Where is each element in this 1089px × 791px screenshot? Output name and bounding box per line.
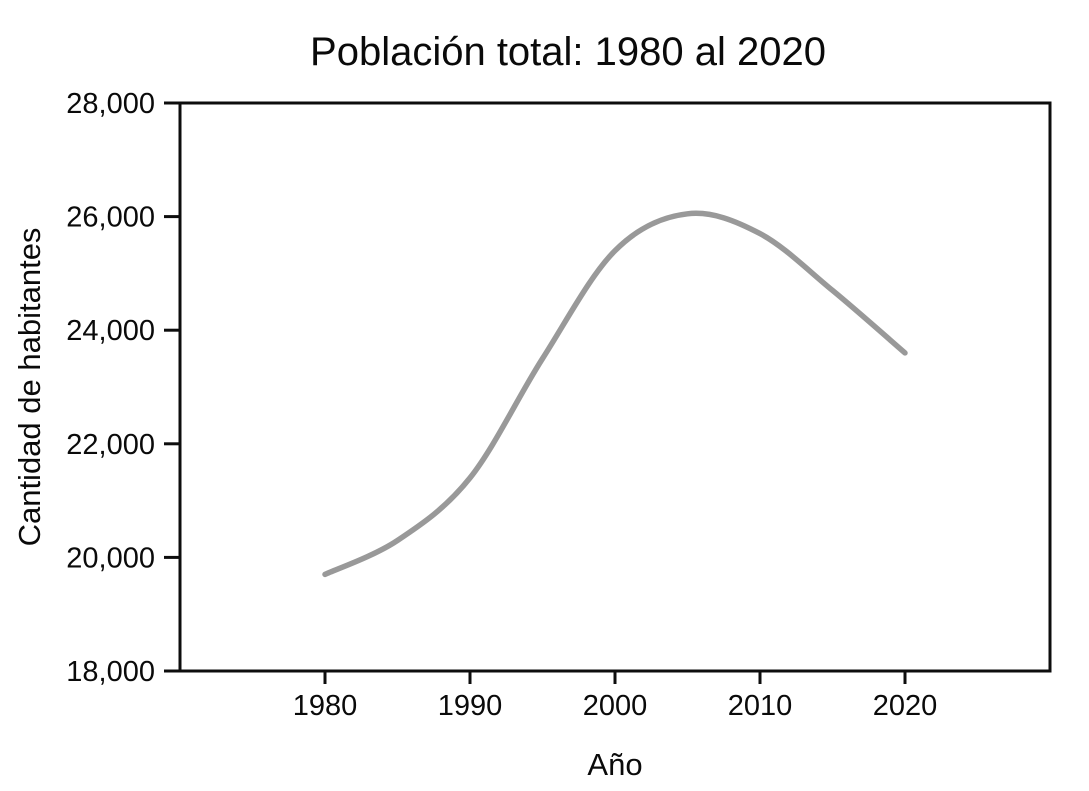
x-tick-label: 1980 [293,690,358,722]
x-tick-label: 2010 [728,690,793,722]
x-axis-label: Año [587,747,642,782]
y-tick-label: 20,000 [66,542,155,574]
population-series-line [322,210,908,578]
chart-title: Población total: 1980 al 2020 [310,30,826,74]
y-tick-label: 28,000 [66,88,155,120]
plot-area: 18,000 20,000 22,000 24,000 26,000 28,000 1980… [66,88,1052,722]
y-tick-label: 18,000 [66,656,155,688]
y-tick-label: 26,000 [66,202,155,234]
plot-frame [178,101,1052,673]
y-axis-label: Cantidad de habitantes [12,228,47,547]
x-tick-label: 2000 [583,690,648,722]
y-tick-label: 24,000 [66,315,155,347]
x-tick-label: 1990 [438,690,503,722]
x-tick-label: 2020 [873,690,938,722]
y-tick-label: 22,000 [66,429,155,461]
